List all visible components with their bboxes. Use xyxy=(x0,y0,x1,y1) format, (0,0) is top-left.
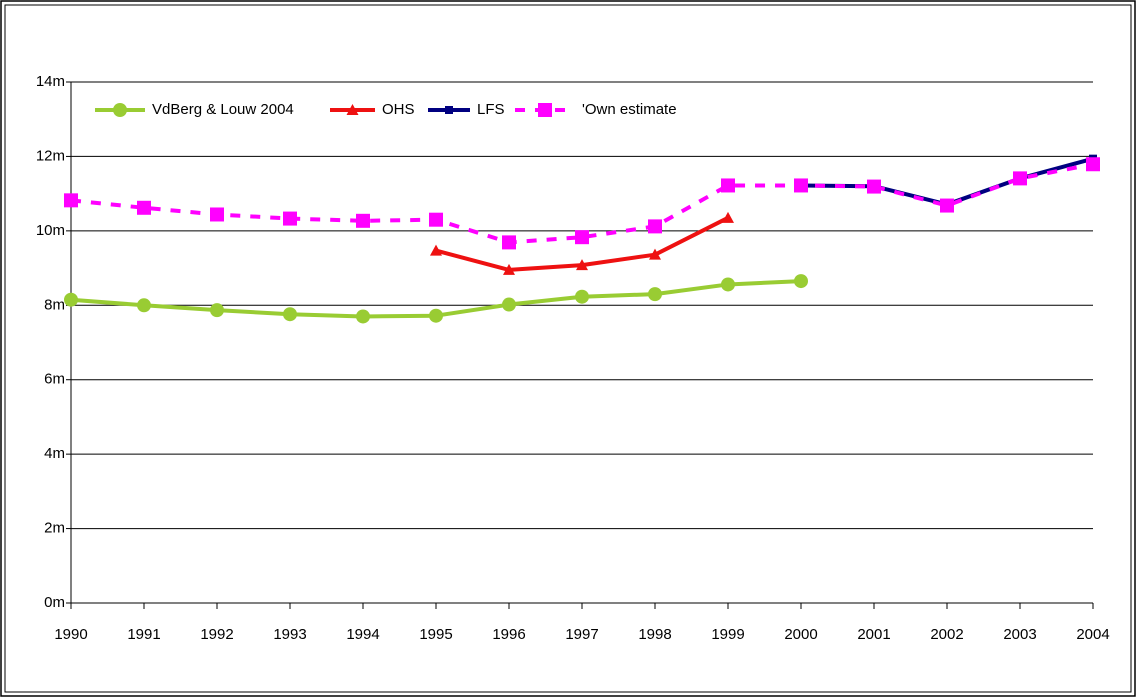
y-tick-label: 8m xyxy=(44,296,65,313)
data-point xyxy=(283,211,297,226)
x-tick-label: 1995 xyxy=(419,626,452,643)
data-point xyxy=(502,235,516,250)
data-point xyxy=(429,212,443,227)
x-tick-label: 2001 xyxy=(857,626,890,643)
data-point xyxy=(794,274,808,289)
x-tick-label: 2000 xyxy=(784,626,817,643)
data-point xyxy=(721,178,735,193)
legend-marker xyxy=(113,103,127,117)
data-point xyxy=(283,307,297,322)
data-point xyxy=(1013,171,1027,186)
y-tick-label: 0m xyxy=(44,594,65,611)
legend-marker xyxy=(346,104,359,115)
legend-label: LFS xyxy=(477,101,505,118)
legend-marker xyxy=(538,103,552,117)
series-line xyxy=(70,162,1094,245)
y-tick-label: 14m xyxy=(36,73,65,90)
data-point xyxy=(867,179,881,194)
data-point xyxy=(210,207,224,222)
data-point xyxy=(210,303,224,318)
data-point xyxy=(356,213,370,228)
series-line xyxy=(800,156,1094,207)
x-tick-label: 1999 xyxy=(711,626,744,643)
data-point xyxy=(648,287,662,302)
x-tick-label: 1996 xyxy=(492,626,525,643)
data-point xyxy=(137,298,151,313)
data-point xyxy=(502,297,516,312)
legend-label: VdBerg & Louw 2004 xyxy=(152,101,294,118)
y-tick-label: 12m xyxy=(36,147,65,164)
data-point xyxy=(721,277,735,292)
data-point xyxy=(429,308,443,323)
data-point xyxy=(722,211,734,223)
x-tick-label: 2003 xyxy=(1003,626,1036,643)
data-point xyxy=(64,193,78,208)
data-point xyxy=(356,309,370,324)
data-point xyxy=(794,178,808,193)
y-tick-label: 6m xyxy=(44,371,65,388)
data-point xyxy=(649,248,661,260)
x-tick-label: 1991 xyxy=(127,626,160,643)
data-point xyxy=(503,263,515,275)
x-tick-label: 1994 xyxy=(346,626,379,643)
legend-label: 'Own estimate xyxy=(582,101,677,118)
legend-label: OHS xyxy=(382,101,415,118)
x-tick-label: 1997 xyxy=(565,626,598,643)
data-point xyxy=(430,244,442,256)
x-tick-label: 1998 xyxy=(638,626,671,643)
data-point xyxy=(576,259,588,271)
data-point xyxy=(575,289,589,304)
x-tick-label: 2004 xyxy=(1076,626,1109,643)
data-point xyxy=(575,230,589,245)
y-tick-label: 4m xyxy=(44,445,65,462)
inner-frame xyxy=(4,4,1132,693)
data-point xyxy=(648,219,662,234)
y-tick-label: 10m xyxy=(36,222,65,239)
data-point xyxy=(137,200,151,215)
data-point xyxy=(1086,157,1100,172)
x-tick-label: 1990 xyxy=(54,626,87,643)
x-tick-label: 1993 xyxy=(273,626,306,643)
legend-marker xyxy=(445,106,453,114)
y-tick-label: 2m xyxy=(44,520,65,537)
data-point xyxy=(940,198,954,213)
x-tick-label: 1992 xyxy=(200,626,233,643)
x-tick-label: 2002 xyxy=(930,626,963,643)
data-point xyxy=(64,292,78,307)
